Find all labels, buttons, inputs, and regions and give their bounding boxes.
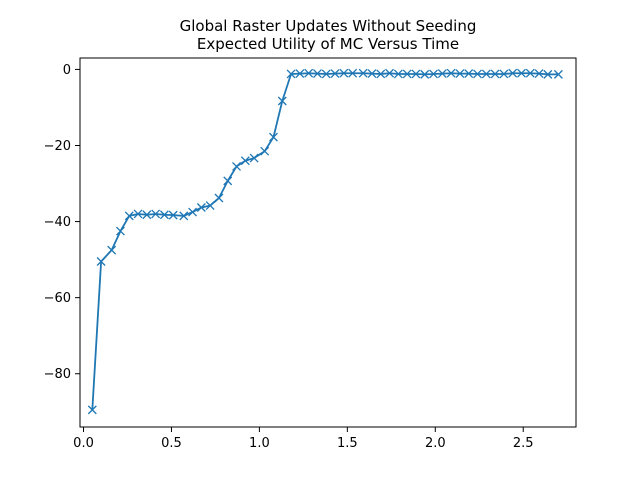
data-point-marker [87,405,97,415]
x-tick-label: 1.0 [249,436,270,451]
data-point-marker [464,69,474,79]
data-point-marker [517,68,526,78]
data-point-marker [385,68,395,78]
plot-frame [79,57,577,428]
data-point-marker [133,209,143,219]
data-point-marker [321,69,331,79]
data-point-marker [543,69,553,79]
data-point-marker [151,209,161,219]
data-point-marker [339,68,349,78]
data-point-marker [214,193,224,203]
data-point-marker [312,69,322,79]
data-point-marker [232,161,241,171]
data-point-marker [411,69,421,79]
data-point-marker [330,69,340,79]
data-point-marker [508,68,518,78]
data-point-marker [490,69,500,79]
data-point-marker [446,68,456,78]
plot-series [87,68,563,415]
data-point-marker [188,207,198,217]
y-tick-label: −60 [44,291,71,306]
chart-title: Global Raster Updates Without Seeding [180,17,477,35]
data-point-marker [196,203,206,212]
data-point-marker [96,257,106,266]
data-point-marker [115,226,125,236]
y-tick-label: −80 [44,367,71,382]
y-tick-label: −20 [44,139,71,154]
data-point-marker [205,201,215,211]
x-tick-label: 2.5 [513,436,534,451]
data-point-marker [437,69,447,79]
series-line [91,72,559,410]
data-point-marker [107,245,117,255]
data-point-marker [348,68,358,78]
data-point-marker [553,69,563,79]
data-point-marker [269,132,278,142]
data-point-marker [124,211,134,221]
data-point-marker [499,69,509,79]
data-point-marker [240,156,250,166]
chart-subtitle: Expected Utility of MC Versus Time [197,35,459,53]
data-point-marker [429,69,438,79]
data-point-marker [473,69,482,79]
data-point-marker [367,69,377,79]
data-point-marker [286,69,296,79]
data-point-marker [260,146,270,156]
y-axis: 0 −20 −40 −60 −80 [44,63,80,382]
data-point-marker [159,210,169,220]
data-point-marker [481,69,491,79]
data-point-marker [393,69,403,79]
data-point-marker [142,210,152,220]
data-point-marker [277,96,287,106]
data-point-marker [525,68,535,78]
y-tick-label: −40 [44,215,71,230]
data-point-marker [223,176,233,186]
x-tick-label: 2.0 [425,436,446,451]
data-point-marker [249,153,259,163]
x-tick-label: 0.5 [161,436,182,451]
data-point-marker [402,69,412,79]
data-point-marker [168,210,178,220]
x-tick-label: 1.5 [337,436,358,451]
data-point-marker [376,69,386,79]
data-point-marker [455,69,465,79]
data-point-marker [295,69,305,79]
x-axis: 0.0 0.5 1.0 1.5 2.0 2.5 [73,427,534,451]
data-point-marker [420,69,430,79]
data-point-marker [358,68,368,78]
y-tick-label: 0 [63,63,71,78]
data-point-marker [304,68,314,78]
data-point-marker [179,211,189,221]
x-tick-label: 0.0 [73,436,94,451]
data-point-marker [534,69,544,79]
